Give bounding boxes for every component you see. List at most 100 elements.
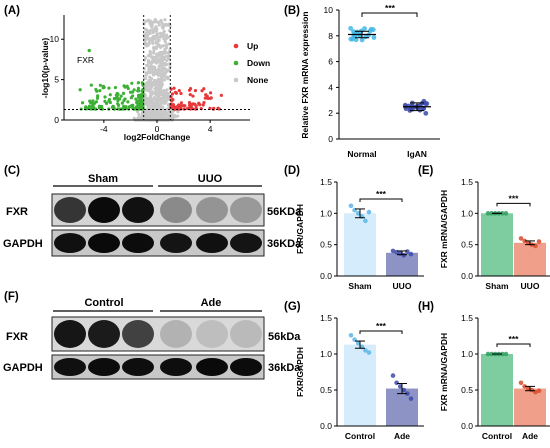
volcano-point-down bbox=[108, 93, 112, 97]
volcano-point-down bbox=[120, 101, 124, 105]
volcano-point-none bbox=[148, 28, 153, 33]
bar-y-tick-label: 1.0 bbox=[320, 208, 332, 218]
volcano-point-none bbox=[152, 58, 156, 63]
blot-f-group-control: Control bbox=[84, 297, 123, 309]
volcano-point-none bbox=[144, 116, 148, 120]
volcano-point-down bbox=[112, 97, 116, 101]
volcano-point-down bbox=[140, 89, 144, 93]
volcano-point-none bbox=[157, 23, 161, 27]
volcano-point-none bbox=[147, 40, 151, 44]
volcano-annotation-fxr: FXR bbox=[77, 55, 94, 65]
volcano-point-down bbox=[124, 105, 128, 109]
volcano-point-up bbox=[181, 103, 186, 108]
panel-b-y-label-text: Relative FXR mRNA expression bbox=[300, 11, 310, 138]
volcano-point-down bbox=[104, 101, 109, 105]
bar-y-tick-label: 0.5 bbox=[461, 385, 473, 395]
bar-point bbox=[525, 386, 531, 391]
panel-b-y-tick-label: 10 bbox=[324, 5, 334, 15]
volcano-point-none bbox=[153, 65, 157, 69]
volcano-point-up bbox=[219, 93, 223, 97]
volcano-point-none bbox=[166, 68, 171, 72]
volcano-point-down bbox=[137, 107, 141, 111]
western-band bbox=[196, 197, 228, 223]
legend-label-up: Up bbox=[247, 41, 258, 51]
volcano-point-down bbox=[130, 81, 134, 85]
western-band bbox=[160, 233, 192, 253]
volcano-plot: -4 0 4 0 5 10 FXR log2FoldChange -log10(p-val… bbox=[40, 15, 270, 142]
volcano-point-down bbox=[136, 89, 141, 93]
volcano-point-none bbox=[168, 65, 172, 69]
western-band bbox=[54, 320, 86, 348]
volcano-point-none bbox=[144, 73, 148, 77]
western-band bbox=[230, 233, 262, 253]
volcano-point-none bbox=[152, 49, 156, 53]
bar-point bbox=[366, 350, 372, 355]
volcano-point-none bbox=[155, 71, 159, 76]
bar-charts: Sham UUO 0.0 0.5 1.0 1.5 *** FXR/GAPDH Sham UUO 0.… bbox=[295, 177, 550, 441]
volcano-point-none bbox=[155, 82, 159, 86]
bar-category-label: Sham bbox=[485, 281, 509, 291]
volcano-point-down bbox=[107, 107, 111, 111]
volcano-point-none bbox=[154, 99, 159, 103]
volcano-point-down bbox=[98, 83, 102, 87]
volcano-point-none bbox=[149, 76, 154, 81]
volcano-y-tick-label: 5 bbox=[54, 75, 59, 85]
panel-b-point bbox=[423, 101, 428, 106]
volcano-point-none bbox=[162, 71, 166, 75]
volcano-point-none bbox=[156, 20, 161, 25]
volcano-point-down bbox=[136, 86, 141, 90]
volcano-point-none bbox=[164, 75, 169, 79]
volcano-point-down bbox=[123, 85, 127, 89]
volcano-point-down bbox=[115, 94, 119, 99]
panel-letter-e: (E) bbox=[418, 165, 434, 177]
volcano-point-none bbox=[152, 102, 156, 107]
bar-y-tick-label: 1.5 bbox=[461, 313, 473, 323]
volcano-point-none bbox=[149, 55, 154, 59]
bar-category-label: UUO bbox=[393, 281, 412, 291]
volcano-point-none bbox=[144, 100, 149, 104]
panel-letter-h: (H) bbox=[418, 301, 434, 313]
volcano-point-none bbox=[166, 23, 170, 27]
volcano-point-down bbox=[80, 101, 85, 105]
western-band bbox=[54, 358, 86, 376]
volcano-point-up bbox=[172, 86, 176, 90]
bar-point bbox=[536, 388, 542, 394]
volcano-point-up bbox=[179, 103, 183, 108]
volcano-point-none bbox=[162, 37, 166, 41]
panel-b-point bbox=[368, 26, 374, 32]
volcano-point-down bbox=[78, 88, 82, 92]
volcano-point-none bbox=[146, 60, 151, 65]
bar-y-label: FXR/GAPDH bbox=[295, 204, 305, 254]
volcano-point-down bbox=[123, 97, 127, 101]
volcano-x-label: log2FoldChange bbox=[124, 132, 191, 142]
blot-c-size-gapdh: 36KDa bbox=[267, 238, 302, 250]
panel-letter-a: (A) bbox=[4, 5, 20, 17]
blot-f-size-fxr: 56kDa bbox=[268, 331, 301, 343]
volcano-point-none bbox=[156, 113, 160, 118]
bar-point bbox=[518, 380, 524, 386]
bar-G-1 bbox=[386, 388, 418, 426]
volcano-point-down bbox=[140, 105, 144, 110]
volcano-point-up bbox=[200, 89, 204, 93]
volcano-point-down bbox=[116, 103, 121, 107]
panel-b-point bbox=[353, 37, 359, 43]
western-band bbox=[88, 320, 120, 348]
bar-y-label: FXR/GAPDH bbox=[295, 347, 305, 397]
bar-y-tick-label: 0.5 bbox=[461, 240, 473, 250]
volcano-point-none bbox=[159, 75, 164, 80]
volcano-point-none bbox=[154, 90, 158, 94]
legend-marker-up bbox=[233, 43, 239, 49]
volcano-point-none bbox=[147, 82, 151, 86]
bar-category-label: Ade bbox=[394, 431, 410, 441]
bar-point bbox=[390, 373, 396, 378]
volcano-point-none bbox=[145, 88, 149, 92]
bar-point bbox=[363, 218, 368, 224]
bar-category-label: Control bbox=[345, 431, 375, 441]
volcano-point-none bbox=[167, 113, 171, 117]
volcano-point-none bbox=[163, 116, 167, 120]
volcano-point-none bbox=[145, 96, 150, 101]
volcano-point-none bbox=[157, 38, 161, 42]
volcano-point-none bbox=[151, 20, 156, 24]
blot-c-bands bbox=[54, 197, 262, 253]
volcano-point-none bbox=[151, 30, 155, 35]
